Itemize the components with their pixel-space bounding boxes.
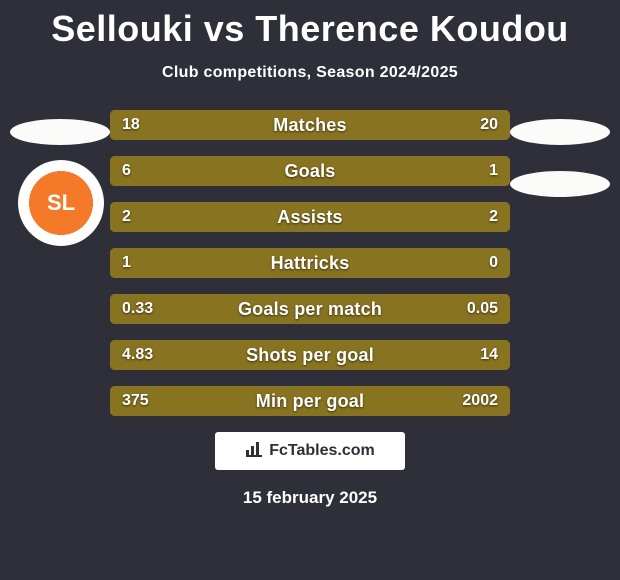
stat-value-right: 0 (489, 248, 498, 278)
left-club-badge: SL (18, 160, 104, 246)
stat-value-left: 18 (122, 110, 140, 140)
right-ellipse-2 (510, 171, 610, 197)
stat-value-left: 6 (122, 156, 131, 186)
right-ellipse-1 (510, 119, 610, 145)
stat-label: Matches (110, 110, 510, 140)
stat-value-right: 2 (489, 202, 498, 232)
stat-label: Shots per goal (110, 340, 510, 370)
left-club-badge-text: SL (23, 165, 99, 241)
stat-row: Shots per goal4.83 14 (110, 340, 510, 370)
stat-label: Goals per match (110, 294, 510, 324)
stat-value-left: 4.83 (122, 340, 153, 370)
stat-row: Goals per match0.33 0.05 (110, 294, 510, 324)
stat-row: Matches18 20 (110, 110, 510, 140)
stat-value-left: 2 (122, 202, 131, 232)
stat-label: Hattricks (110, 248, 510, 278)
stat-row: Assists2 2 (110, 202, 510, 232)
page-title: Sellouki vs Therence Koudou (0, 0, 620, 50)
stat-value-left: 0.33 (122, 294, 153, 324)
comparison-area: SL Matches1820Goals61Assists22Hattricks1… (0, 110, 620, 416)
brand-box[interactable]: FcTables.com (215, 432, 405, 470)
left-ellipse-1 (10, 119, 110, 145)
chart-icon (245, 440, 263, 463)
stat-row: Hattricks1 0 (110, 248, 510, 278)
stat-label: Assists (110, 202, 510, 232)
stat-value-right: 0.05 (467, 294, 498, 324)
stat-row: Goals6 1 (110, 156, 510, 186)
stat-bars-list: Matches1820Goals61Assists22Hattricks10Go… (0, 110, 620, 416)
stat-value-right: 20 (480, 110, 498, 140)
stat-label: Min per goal (110, 386, 510, 416)
stat-value-right: 2002 (462, 386, 498, 416)
stat-value-right: 1 (489, 156, 498, 186)
stat-label: Goals (110, 156, 510, 186)
brand-text: FcTables.com (269, 442, 375, 460)
page-subtitle: Club competitions, Season 2024/2025 (0, 64, 620, 82)
stat-value-left: 1 (122, 248, 131, 278)
date-text: 15 february 2025 (0, 488, 620, 508)
stat-value-left: 375 (122, 386, 149, 416)
stat-row: Min per goal375 2002 (110, 386, 510, 416)
stat-value-right: 14 (480, 340, 498, 370)
